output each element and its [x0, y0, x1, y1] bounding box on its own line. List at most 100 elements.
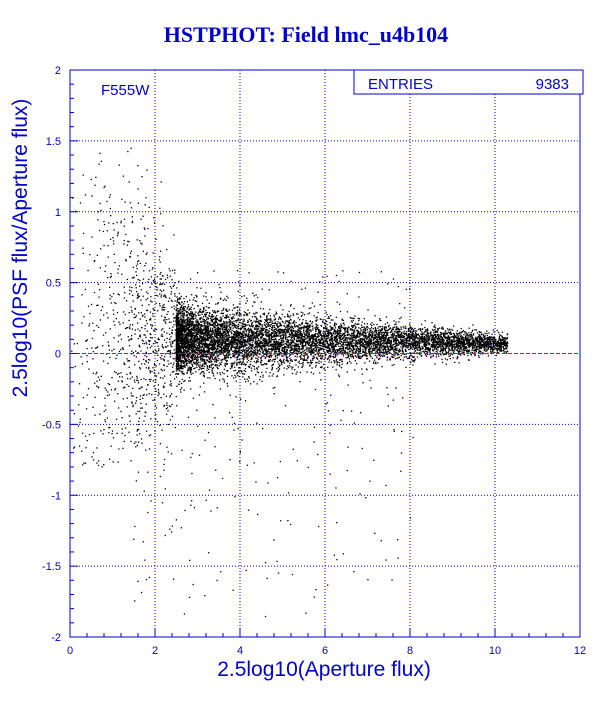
data-point [180, 367, 182, 370]
data-point [188, 320, 190, 322]
data-point [338, 331, 341, 334]
data-point [449, 342, 451, 344]
data-point [184, 329, 186, 332]
data-point [182, 356, 184, 358]
data-point [197, 361, 199, 363]
data-point [310, 330, 312, 333]
data-point [328, 359, 331, 361]
data-point [412, 356, 415, 359]
data-point [453, 339, 455, 342]
data-point [219, 388, 222, 390]
data-point [463, 347, 465, 350]
data-point [266, 318, 268, 320]
data-point [396, 347, 398, 349]
data-point [215, 318, 217, 320]
data-point [206, 338, 208, 340]
data-point [274, 345, 276, 347]
data-point [249, 339, 251, 342]
data-point [180, 349, 182, 351]
data-point [297, 334, 299, 336]
data-point [414, 350, 417, 352]
data-point [302, 312, 304, 314]
data-point [215, 343, 217, 345]
data-point [250, 324, 253, 326]
data-point [421, 332, 424, 334]
data-point [246, 356, 248, 358]
data-point [315, 345, 317, 347]
data-point [198, 394, 200, 396]
data-point [235, 335, 237, 337]
data-point [386, 351, 389, 353]
data-point [266, 336, 268, 338]
data-point [288, 336, 290, 338]
data-point [194, 335, 197, 337]
data-point [234, 332, 236, 334]
data-point [402, 351, 404, 353]
data-point [394, 323, 396, 326]
data-point [251, 342, 253, 344]
data-point [305, 354, 307, 356]
data-point [351, 344, 353, 346]
data-point [176, 344, 179, 346]
data-point [220, 364, 222, 366]
data-point [369, 350, 371, 352]
data-point [226, 314, 228, 316]
data-point [291, 327, 293, 329]
data-point [494, 347, 496, 349]
data-point [436, 344, 438, 346]
data-point [199, 366, 201, 368]
data-point [186, 360, 188, 362]
data-point [268, 375, 270, 377]
data-point [473, 342, 475, 344]
data-point [343, 324, 345, 326]
data-point [411, 336, 413, 339]
data-point [462, 343, 464, 345]
data-point [256, 348, 258, 350]
data-point [327, 344, 329, 346]
data-point [210, 366, 212, 368]
data-point [403, 356, 405, 358]
data-point [214, 334, 216, 337]
data-point [262, 308, 265, 310]
data-point [339, 365, 341, 367]
data-point [394, 346, 396, 348]
data-point [205, 309, 207, 311]
data-point [470, 351, 472, 354]
data-point [266, 315, 268, 317]
data-point [359, 357, 361, 359]
data-point [302, 348, 304, 350]
data-point [433, 334, 435, 336]
data-point [183, 297, 185, 300]
data-point [197, 333, 199, 335]
data-point [182, 333, 184, 336]
data-point [222, 351, 225, 353]
data-point [349, 335, 351, 337]
data-point [377, 333, 379, 335]
data-point [427, 334, 429, 336]
data-point [211, 347, 213, 350]
data-point [198, 323, 201, 325]
data-point [257, 361, 259, 363]
data-point [385, 349, 387, 352]
data-point [288, 345, 290, 348]
data-point [357, 353, 359, 355]
data-point [210, 335, 212, 337]
data-point [235, 320, 237, 322]
data-point [278, 333, 280, 335]
data-point [242, 373, 244, 375]
data-point [392, 334, 394, 336]
data-point [313, 334, 315, 337]
data-point [486, 341, 488, 343]
data-point [238, 308, 241, 310]
data-point [310, 359, 312, 361]
data-point [242, 339, 244, 341]
data-point [301, 314, 303, 316]
data-point [251, 344, 253, 346]
data-point [465, 340, 467, 342]
data-point [270, 356, 272, 358]
data-point [301, 321, 303, 324]
data-point [352, 337, 354, 339]
data-point [286, 341, 288, 343]
data-point [291, 335, 293, 337]
data-point [277, 344, 279, 346]
